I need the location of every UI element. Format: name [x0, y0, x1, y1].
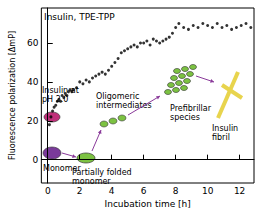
svg-text:10: 10 — [202, 186, 214, 196]
svg-text:Prefibrillar: Prefibrillar — [170, 104, 214, 113]
svg-text:Insulin: Insulin — [212, 124, 241, 133]
svg-text:8: 8 — [173, 186, 179, 196]
svg-text:species: species — [170, 113, 200, 122]
svg-text:pH 2.0: pH 2.0 — [42, 95, 68, 104]
svg-text:6: 6 — [141, 186, 147, 196]
svg-text:Fluorescence polarization [ΔmP: Fluorescence polarization [ΔmP] — [8, 31, 17, 160]
svg-text:0: 0 — [45, 186, 51, 196]
svg-text:monomer: monomer — [72, 177, 111, 186]
svg-text:2: 2 — [77, 186, 83, 196]
svg-text:40: 40 — [27, 77, 39, 87]
svg-text:Monomer: Monomer — [43, 164, 81, 173]
svg-text:Insulin at: Insulin at — [42, 86, 82, 95]
svg-text:12: 12 — [234, 186, 245, 196]
svg-text:Partially folded: Partially folded — [72, 168, 134, 177]
svg-text:Incubation time [h]: Incubation time [h] — [105, 199, 191, 209]
svg-text:Oligomeric: Oligomeric — [96, 92, 142, 101]
svg-text:0: 0 — [33, 155, 39, 165]
svg-text:Insulin, TPE-TPP: Insulin, TPE-TPP — [44, 12, 115, 22]
svg-text:20: 20 — [27, 116, 39, 126]
svg-text:intermediates: intermediates — [96, 101, 152, 110]
svg-text:fibril: fibril — [212, 133, 230, 142]
svg-text:60: 60 — [27, 38, 39, 48]
svg-text:4: 4 — [109, 186, 115, 196]
